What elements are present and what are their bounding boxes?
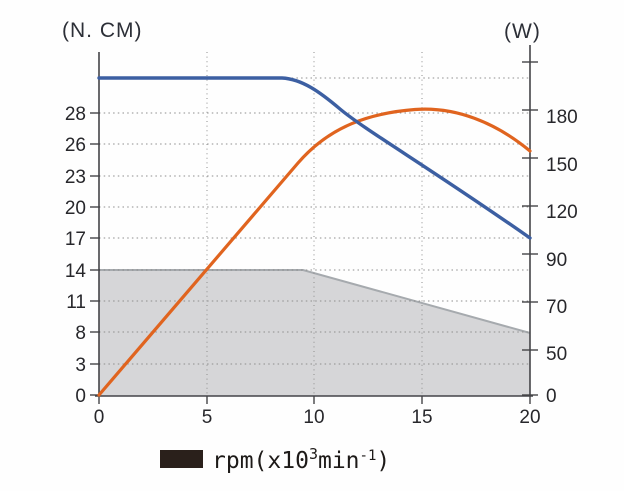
x-tick-label: 15 [411,407,432,428]
right-tick-label: 180 [546,107,578,128]
left-tick-label: 23 [65,167,86,188]
legend-label: rpm(x103min-1) [212,445,390,474]
legend-label-base: rpm(x10 [212,448,309,474]
x-tick-label: 20 [519,407,540,428]
right-tick-label: 50 [546,344,567,365]
left-tick-label: 0 [75,386,86,407]
left-tick-label: 20 [65,198,86,219]
legend-swatch [160,450,203,468]
x-axis-tick-labels: 0 5 10 15 20 [94,407,541,428]
left-axis-ticks [90,112,100,396]
left-tick-label: 14 [65,261,87,282]
left-tick-label: 26 [65,135,86,156]
x-tick-label: 10 [303,407,324,428]
left-tick-label: 3 [75,355,86,376]
right-axis-tick-labels: 180 150 120 90 70 50 0 [546,107,578,407]
left-tick-label: 17 [65,229,86,250]
duty-region-edge [99,269,531,334]
power-curve [97,107,532,397]
legend: rpm(x103min-1) [160,445,390,474]
legend-label-unit: min [318,448,360,474]
torque-curve [97,76,532,240]
left-tick-label: 11 [66,292,86,313]
right-axis-ticks [522,61,538,396]
right-tick-label: 150 [546,155,578,176]
right-axis-title: (W) [504,20,541,43]
x-tick-label: 5 [202,407,213,428]
legend-label-unit-exponent: -1 [360,448,377,464]
left-tick-label: 8 [75,323,86,344]
right-tick-label: 90 [546,250,567,271]
right-tick-label: 0 [546,386,557,407]
legend-label-close: ) [376,448,390,474]
x-tick-label: 0 [94,407,105,428]
right-tick-label: 120 [546,202,578,223]
right-tick-label: 70 [546,297,567,318]
left-axis-title: (N. CM) [62,19,142,42]
left-axis-tick-labels: 28 26 23 20 17 14 11 8 3 0 [65,104,87,407]
left-tick-label: 28 [65,104,86,125]
legend-label-exponent: 3 [309,445,318,463]
x-axis-ticks [98,396,531,404]
